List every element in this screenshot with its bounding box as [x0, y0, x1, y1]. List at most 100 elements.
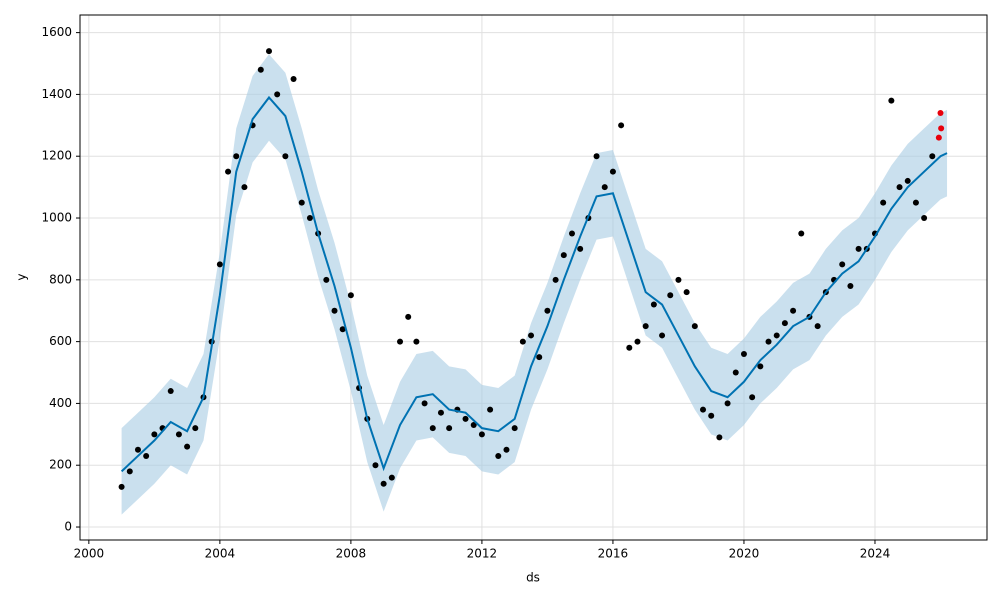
observed-point [429, 425, 436, 432]
observed-point [274, 91, 281, 98]
observed-point [700, 406, 707, 413]
observed-point [216, 261, 223, 268]
observed-point [487, 406, 494, 413]
observed-point [790, 307, 797, 314]
observed-point [552, 276, 559, 283]
observed-point [847, 282, 854, 289]
x-tick-label: 2024 [860, 547, 891, 561]
observed-point [659, 332, 666, 339]
observed-point [225, 168, 232, 175]
observed-point [798, 230, 805, 237]
observed-point [323, 276, 330, 283]
observed-point [143, 452, 150, 459]
observed-point [773, 332, 780, 339]
observed-point [134, 446, 141, 453]
observed-point [593, 153, 600, 160]
observed-point [724, 400, 731, 407]
observed-point [642, 323, 649, 330]
observed-point [421, 400, 428, 407]
observed-point [372, 462, 379, 469]
observed-point [306, 215, 313, 222]
observed-point [888, 97, 895, 104]
observed-point [904, 177, 911, 184]
y-tick-label: 1600 [41, 25, 72, 39]
x-tick-label: 2016 [598, 547, 629, 561]
x-tick-label: 2020 [729, 547, 760, 561]
observed-point [609, 168, 616, 175]
observed-point [667, 292, 674, 299]
observed-point [413, 338, 420, 345]
observed-point [233, 153, 240, 160]
uncertainty-band [121, 54, 948, 515]
x-tick-label: 2008 [336, 547, 367, 561]
observed-point [298, 199, 305, 206]
observed-point [184, 443, 191, 450]
observed-point [912, 199, 919, 206]
y-tick-label: 0 [64, 520, 72, 534]
y-tick-label: 800 [49, 272, 72, 286]
x-tick-label: 2004 [205, 547, 236, 561]
observed-point [282, 153, 289, 160]
observed-point [683, 289, 690, 296]
observed-point [765, 338, 772, 345]
observed-point [257, 66, 264, 73]
y-tick-label: 1200 [41, 149, 72, 163]
observed-point [470, 422, 477, 429]
observed-point [544, 307, 551, 314]
observed-point [126, 468, 133, 475]
x-tick-label: 2012 [467, 547, 498, 561]
observed-point [691, 323, 698, 330]
recent-point [935, 134, 942, 141]
forecast-line [120, 95, 948, 473]
observed-point [650, 301, 657, 308]
observed-point [192, 425, 199, 432]
observed-point [716, 434, 723, 441]
observed-point [405, 313, 412, 320]
observed-point [814, 323, 821, 330]
observed-point [339, 326, 346, 333]
observed-point [929, 153, 936, 160]
observed-point [675, 276, 682, 283]
observed-point [781, 320, 788, 327]
recent-point [937, 109, 944, 116]
observed-point [397, 338, 404, 345]
observed-point [749, 394, 756, 401]
observed-point [478, 431, 485, 438]
observed-point [462, 415, 469, 422]
y-tick-label: 200 [49, 458, 72, 472]
observed-point [388, 474, 395, 481]
observed-point [290, 75, 297, 82]
observed-point [536, 354, 543, 361]
observed-point [634, 338, 641, 345]
observed-point [437, 409, 444, 416]
observed-point [601, 184, 608, 191]
y-tick-label: 600 [49, 334, 72, 348]
observed-point [331, 307, 338, 314]
observed-point [380, 480, 387, 487]
plot-layer [80, 15, 987, 540]
y-tick-label: 1400 [41, 87, 72, 101]
observed-point [757, 363, 764, 370]
observed-point [568, 230, 575, 237]
observed-point [503, 446, 510, 453]
observed-point [921, 215, 928, 222]
observed-point [519, 338, 526, 345]
observed-point [118, 483, 125, 490]
y-axis-label: y [15, 273, 29, 280]
observed-point [167, 388, 174, 395]
observed-point [880, 199, 887, 206]
y-tick-label: 1000 [41, 211, 72, 225]
observed-point [347, 292, 354, 299]
observed-point [855, 245, 862, 252]
observed-point [577, 245, 584, 252]
observed-point [896, 184, 903, 191]
x-axis-label: ds [526, 571, 540, 585]
observed-point [151, 431, 158, 438]
observed-point [265, 48, 272, 55]
plot-frame [79, 14, 988, 541]
observed-point [528, 332, 535, 339]
observed-point [511, 425, 518, 432]
recent-point [938, 125, 945, 132]
observed-point [839, 261, 846, 268]
